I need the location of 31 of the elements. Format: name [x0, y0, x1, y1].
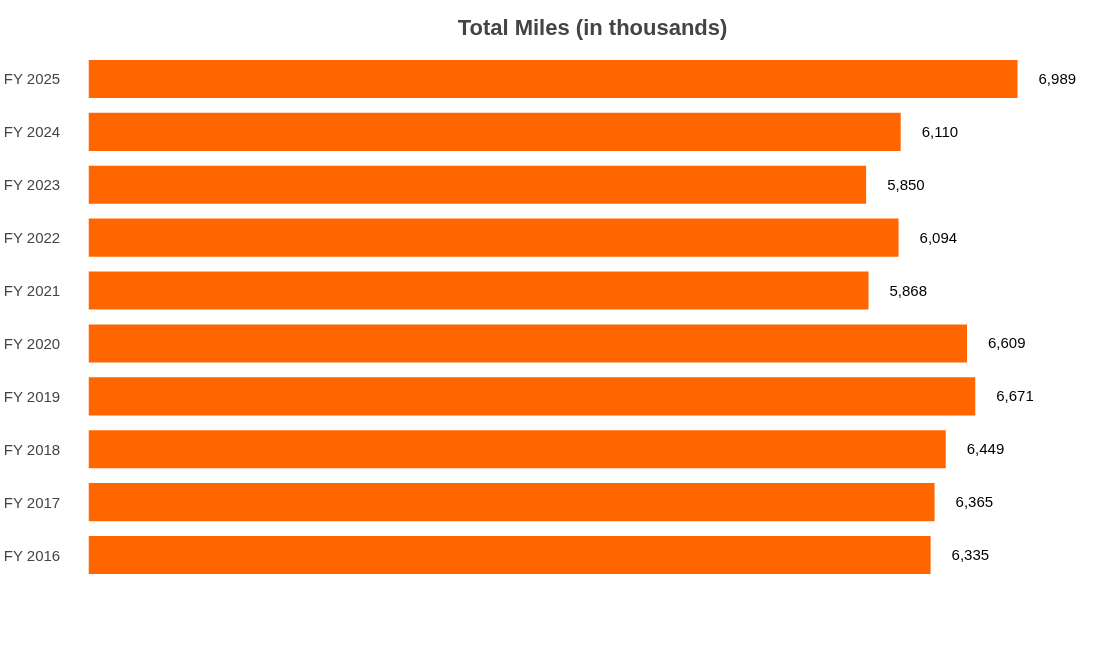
data-label: 6,449 [966, 440, 1005, 458]
y-tick-label: FY 2016 [3, 546, 61, 564]
data-label: 6,110 [921, 122, 959, 140]
bar [88, 377, 976, 416]
y-tick-label: FY 2023 [3, 176, 61, 194]
data-label: 6,609 [988, 334, 1026, 352]
data-label: 6,671 [996, 387, 1034, 405]
bar [88, 218, 899, 257]
data-label: 5,868 [889, 281, 928, 299]
bar [88, 430, 946, 469]
y-tick-label: FY 2021 [3, 282, 61, 300]
data-label: 6,094 [919, 228, 958, 246]
y-tick-label: FY 2017 [3, 493, 61, 511]
data-label: 5,850 [887, 175, 925, 193]
y-tick-label: FY 2025 [3, 70, 61, 88]
bar [88, 324, 968, 363]
y-tick-label: FY 2024 [3, 123, 61, 141]
data-label: 6,989 [1038, 69, 1077, 87]
bar [88, 271, 869, 310]
data-label: 6,365 [955, 493, 994, 511]
chart-title: Total Miles (in thousands) [457, 15, 728, 40]
y-tick-label: FY 2019 [3, 387, 61, 405]
y-tick-label: FY 2022 [3, 229, 61, 247]
bar [88, 59, 1018, 98]
bar [88, 536, 931, 575]
y-tick-label: FY 2020 [3, 334, 61, 352]
data-label: 6,335 [951, 546, 990, 564]
bar [88, 112, 901, 151]
y-tick-label: FY 2018 [3, 440, 61, 458]
bar [88, 483, 935, 522]
bar [88, 165, 867, 204]
